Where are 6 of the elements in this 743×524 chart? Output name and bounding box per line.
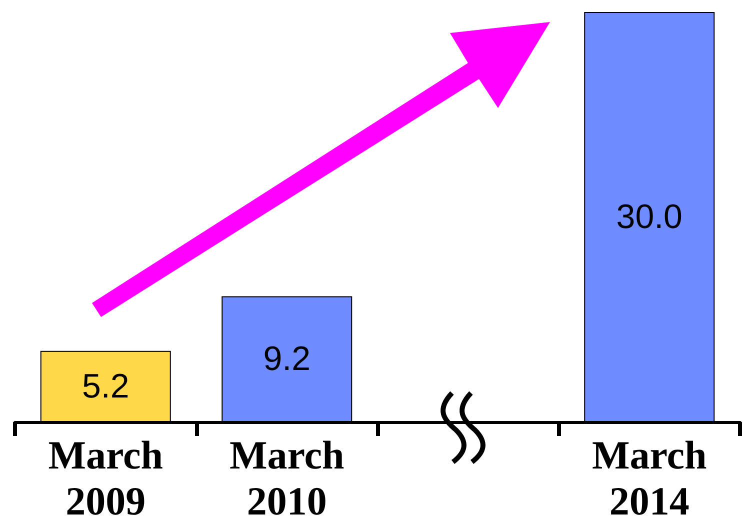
data-label: 30.0: [616, 198, 682, 236]
x-tick-label: March 2010: [229, 432, 344, 524]
x-tick-label: March 2014: [592, 432, 707, 524]
data-label: 9.2: [263, 340, 311, 378]
data-label: 5.2: [82, 367, 130, 406]
x-tick-label: March 2009: [48, 432, 164, 524]
